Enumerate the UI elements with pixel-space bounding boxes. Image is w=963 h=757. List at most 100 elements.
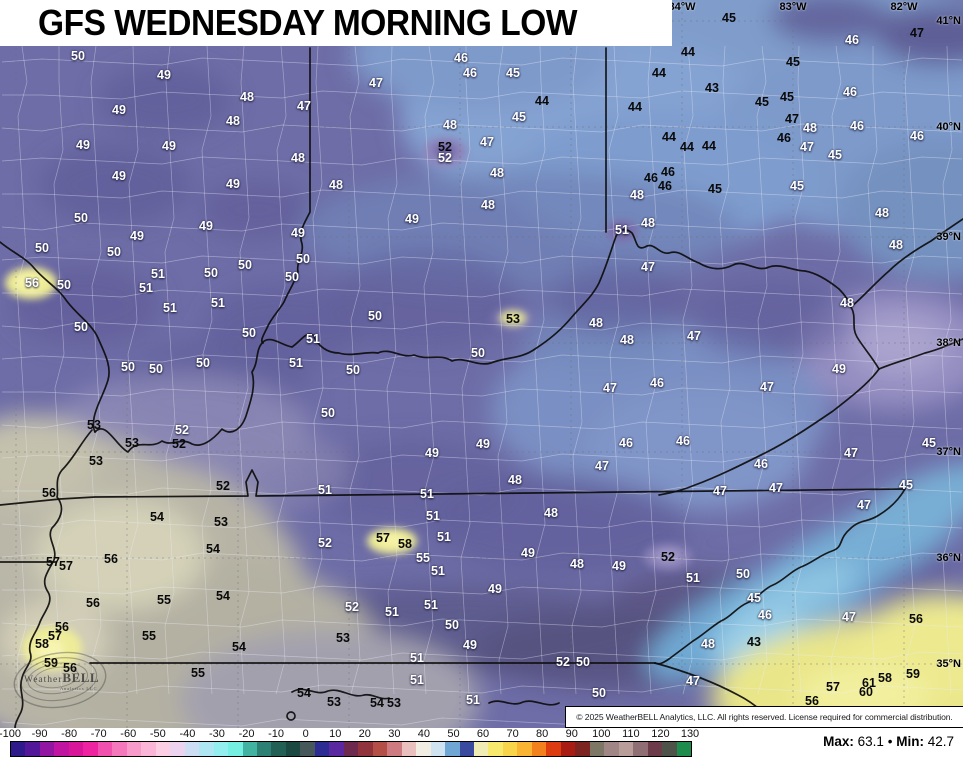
temp-label: 44 — [628, 100, 642, 114]
colorbar-segment — [604, 742, 619, 756]
temp-label: 51 — [615, 223, 629, 237]
temp-label: 45 — [922, 436, 936, 450]
temp-label: 48 — [641, 216, 655, 230]
temp-label: 48 — [544, 506, 558, 520]
temp-label: 49 — [112, 169, 126, 183]
temp-label: 54 — [370, 696, 384, 710]
colorbar-segment — [633, 742, 648, 756]
colorbar-tick: 90 — [565, 728, 578, 740]
colorbar-tick: 50 — [447, 728, 460, 740]
colorbar-segment — [242, 742, 257, 756]
temp-label: 50 — [736, 567, 750, 581]
temp-label: 49 — [612, 559, 626, 573]
temp-label: 47 — [297, 99, 311, 113]
temp-label: 50 — [592, 686, 606, 700]
temp-label: 46 — [758, 608, 772, 622]
latitude-label: 39°N — [936, 231, 961, 243]
temp-label: 46 — [454, 51, 468, 65]
temp-label: 53 — [327, 695, 341, 709]
temp-label: 48 — [620, 333, 634, 347]
colorbar-tick: -10 — [268, 728, 285, 740]
colorbar-segment — [126, 742, 142, 756]
temp-label: 44 — [652, 66, 666, 80]
temp-label: 47 — [686, 674, 700, 688]
temp-label: 48 — [630, 188, 644, 202]
temp-label: 45 — [708, 182, 722, 196]
temp-label: 50 — [74, 320, 88, 334]
colorbar-tick: -20 — [238, 728, 255, 740]
temperature-shading — [0, 0, 963, 728]
temp-label: 46 — [650, 376, 664, 390]
temp-label: 46 — [463, 66, 477, 80]
temp-label: 47 — [369, 76, 383, 90]
temp-label: 55 — [416, 551, 430, 565]
colorbar — [10, 741, 692, 757]
colorbar-segment — [517, 742, 532, 756]
temp-label: 54 — [206, 542, 220, 556]
temp-label: 51 — [466, 693, 480, 707]
temp-label: 47 — [842, 610, 856, 624]
temp-label: 57 — [826, 680, 840, 694]
temp-label: 56 — [86, 596, 100, 610]
colorbar-segment — [285, 742, 301, 756]
temp-label: 60 — [859, 685, 873, 699]
temp-label: 48 — [481, 198, 495, 212]
colorbar-tick: 120 — [651, 728, 670, 740]
temp-label: 50 — [149, 362, 163, 376]
temp-label: 48 — [490, 166, 504, 180]
temp-label: 51 — [163, 301, 177, 315]
logo-word-weather: Weather — [24, 675, 63, 685]
latitude-label: 40°N — [936, 121, 961, 133]
temp-label: 45 — [512, 110, 526, 124]
colorbar-tick: 130 — [680, 728, 700, 740]
colorbar-segment — [358, 742, 373, 756]
latitude-label: 38°N — [936, 337, 961, 349]
temp-label: 48 — [570, 557, 584, 571]
temp-label: 51 — [151, 267, 165, 281]
temp-label: 48 — [240, 90, 254, 104]
logo-wordmark: WeatherBELL Analytics LLC — [24, 670, 114, 691]
temp-label: 49 — [112, 103, 126, 117]
colorbar-segment — [256, 742, 272, 756]
temp-label: 45 — [828, 148, 842, 162]
colorbar-tick: -80 — [61, 728, 78, 740]
temp-label: 47 — [857, 498, 871, 512]
temp-label: 46 — [777, 131, 791, 145]
temp-label: 46 — [619, 436, 633, 450]
colorbar-segment — [372, 742, 388, 756]
temp-label: 48 — [291, 151, 305, 165]
temp-label: 54 — [150, 510, 164, 524]
colorbar-segment — [11, 742, 26, 756]
latitude-label: 37°N — [936, 446, 961, 458]
colorbar-segment — [329, 742, 344, 756]
colorbar-segment — [39, 742, 55, 756]
colorbar-segment — [112, 742, 127, 756]
colorbar-segment — [97, 742, 113, 756]
temp-label: 53 — [125, 436, 139, 450]
logo-word-bell: BELL — [62, 670, 100, 685]
temp-label: 52 — [438, 151, 452, 165]
temp-label: 49 — [425, 446, 439, 460]
temp-label: 52 — [318, 536, 332, 550]
temp-label: 45 — [899, 478, 913, 492]
temp-label: 50 — [57, 278, 71, 292]
temp-label: 50 — [196, 356, 210, 370]
temp-label: 50 — [204, 266, 218, 280]
temp-label: 49 — [157, 68, 171, 82]
colorbar-tick: 100 — [592, 728, 611, 740]
longitude-label: 83°W — [779, 1, 807, 13]
state-boundaries — [0, 47, 963, 728]
temp-label: 55 — [191, 666, 205, 680]
colorbar-segment — [575, 742, 590, 756]
temp-label: 51 — [410, 651, 424, 665]
colorbar-segment — [314, 742, 330, 756]
temp-label: 52 — [556, 655, 570, 669]
colorbar-segment — [560, 742, 576, 756]
colorbar-segment — [199, 742, 214, 756]
temp-label: 49 — [405, 212, 419, 226]
colorbar-segment — [300, 742, 315, 756]
colorbar-segment — [184, 742, 200, 756]
temp-label: 50 — [74, 211, 88, 225]
colorbar-segment — [387, 742, 402, 756]
